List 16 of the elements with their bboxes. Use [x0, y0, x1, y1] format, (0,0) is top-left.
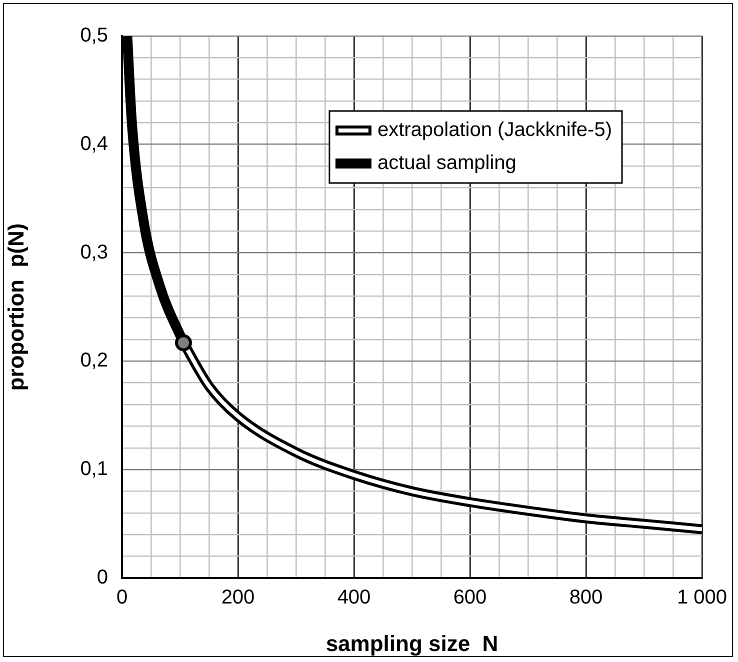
y-tick-label: 0,5: [80, 24, 108, 47]
legend-label: actual sampling: [377, 152, 516, 174]
legend-label: extrapolation (Jackknife-5): [377, 119, 612, 142]
x-tick-label: 200: [221, 586, 255, 609]
y-tick-label: 0,3: [80, 241, 108, 264]
y-axis-title: proportion p(N): [3, 223, 28, 391]
x-tick-label: 1 000: [676, 586, 728, 609]
y-tick-label: 0,4: [80, 132, 108, 155]
x-tick-label: 400: [337, 586, 371, 609]
x-axis-title: sampling size N: [326, 630, 498, 656]
x-tick-label: 800: [569, 586, 603, 609]
x-tick-label: 0: [116, 586, 128, 609]
y-tick-label: 0: [96, 566, 108, 589]
y-tick-label: 0,2: [80, 350, 108, 372]
y-tick-label: 0,1: [80, 458, 108, 480]
x-tick-label: 600: [453, 586, 487, 609]
